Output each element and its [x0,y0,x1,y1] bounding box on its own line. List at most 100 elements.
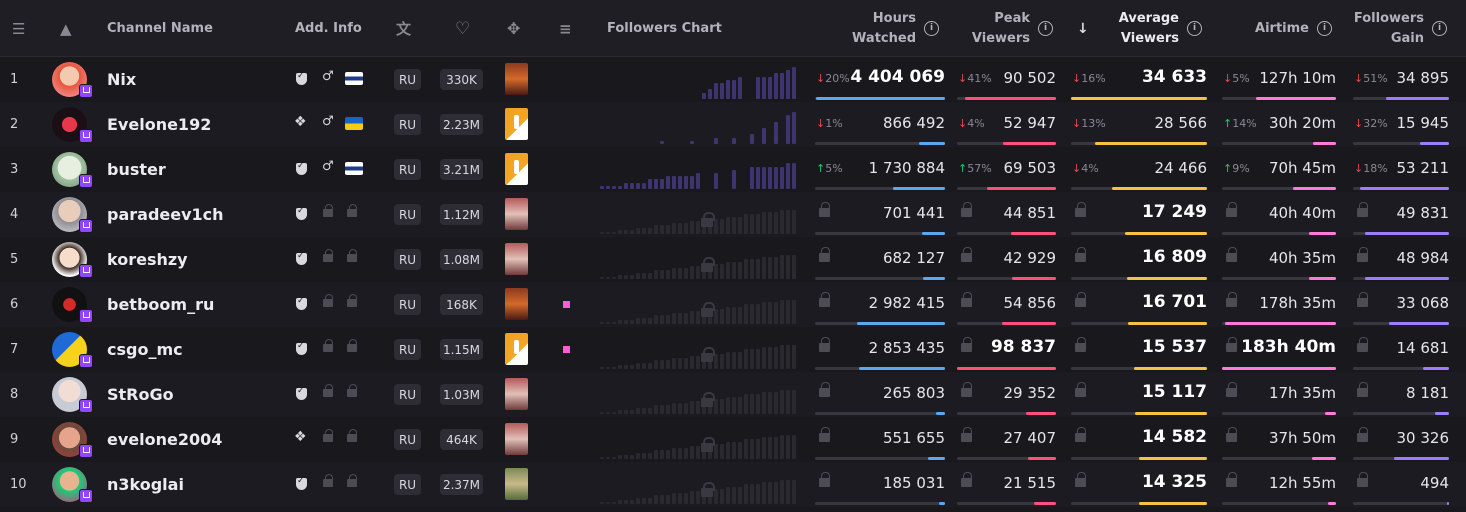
metric-avg-fill [1095,142,1207,145]
game-thumbnail[interactable] [505,243,528,275]
header-followers-gain[interactable]: Followers Gain i [1345,0,1447,57]
chart-bar [714,173,718,189]
info-icon[interactable]: i [1187,21,1202,36]
verified-shield-icon [296,296,307,310]
table-row[interactable]: 10 n3koglai RU 2.37M 185 031 21 515 14 325 12h … [0,462,1466,507]
game-thumbnail[interactable] [505,423,528,455]
metric-lock-icon [1357,202,1368,217]
chart-bar [666,405,670,414]
heart-icon[interactable]: ♡ [455,18,471,39]
followers-badge: 2.23M [440,114,483,135]
chart-bar [774,392,778,414]
channel-name-link[interactable]: csgo_mc [107,340,183,359]
chart-bar [600,277,604,279]
table-row[interactable]: 4 paradeev1ch RU 1.12M 701 441 44 851 17 249 40… [0,192,1466,237]
metric-avg-fill [1126,277,1207,280]
info-icon[interactable]: i [1317,21,1332,36]
metric-air-fill [1292,187,1336,190]
metric-avg-bar [1071,277,1207,280]
metric-lock-icon [1075,472,1086,487]
chart-bar [768,212,772,234]
header-gain-line1: Followers [1353,10,1424,26]
game-thumbnail[interactable] [505,153,528,185]
metric-hours-value: 701 441 [882,204,945,222]
chart-bar [690,356,694,369]
channel-name-link[interactable]: buster [107,160,166,179]
header-airtime[interactable]: Airtime i [1225,0,1332,57]
game-thumbnail[interactable] [505,288,528,320]
header-average-viewers[interactable]: Average Viewers i [1100,0,1202,57]
followers-chart[interactable] [600,237,805,282]
chart-bar [600,232,604,234]
language-icon[interactable]: 文 [396,20,412,38]
table-row[interactable]: 6 betboom_ru RU 168K 2 982 415 54 856 16 701 17… [0,282,1466,327]
channel-name-link[interactable]: betboom_ru [107,295,215,314]
header-add-info[interactable]: Add. Info [295,0,362,57]
chart-bar [618,274,622,279]
table-row[interactable]: 8 StRoGo RU 1.03M 265 803 29 352 15 117 17h 35m… [0,372,1466,417]
chart-bar [684,223,688,234]
header-channel-name[interactable]: Channel Name [107,0,213,57]
followers-chart[interactable] [600,417,805,462]
table-row[interactable]: 9 evelone2004 ❖ RU 464K 551 655 27 407 14 582 37… [0,417,1466,462]
change-percent-value: 20% [825,72,850,85]
chart-bar [774,166,778,189]
followers-chart[interactable] [600,147,805,192]
sort-lines-icon[interactable]: ≡ [559,19,572,38]
language-badge: RU [394,114,421,135]
chart-bar [774,482,778,504]
list-icon[interactable]: ☰ [12,19,26,38]
game-thumbnail[interactable] [505,198,528,230]
game-thumbnail[interactable] [505,378,528,410]
game-thumbnail[interactable] [505,333,528,365]
table-row[interactable]: 5 koreshzy RU 1.08M 682 127 42 929 16 809 40h 3… [0,237,1466,282]
channel-name-link[interactable]: koreshzy [107,250,188,269]
chart-bar [726,441,730,459]
language-badge: RU [394,384,421,405]
gamepad-icon[interactable]: ✥ [507,19,521,38]
channel-name-link[interactable]: paradeev1ch [107,205,224,224]
channel-name-link[interactable]: StRoGo [107,385,174,404]
followers-chart[interactable] [600,282,805,327]
followers-chart[interactable] [600,372,805,417]
finland-flag-icon [345,72,363,85]
metric-gain-fill [1364,232,1449,235]
chart-bar [768,76,772,99]
info-icon[interactable]: i [924,21,939,36]
info-icon[interactable]: i [1038,21,1053,36]
followers-chart[interactable] [600,327,805,372]
game-thumbnail[interactable] [505,468,528,500]
followers-chart[interactable] [600,57,805,102]
sort-desc-arrow-icon[interactable]: ↓ [1077,0,1089,57]
chart-bar [630,182,634,189]
chart-bar [714,137,718,144]
chart-bar [750,214,754,234]
header-peak-viewers[interactable]: Peak Viewers i [955,0,1053,57]
followers-chart[interactable] [600,102,805,147]
table-row[interactable]: 7 csgo_mc RU 1.15M 2 853 435 98 837 15 537 183h… [0,327,1466,372]
header-hours-watched[interactable]: Hours Watched i [815,0,939,57]
chart-bar [762,76,766,99]
metric-lock-icon [1226,427,1237,442]
rank-number: 3 [10,162,19,177]
chart-bar [648,407,652,414]
channel-name-link[interactable]: Nix [107,70,137,89]
channel-name-link[interactable]: Evelone192 [107,115,212,134]
header-channel-name-label: Channel Name [107,21,213,36]
game-thumbnail[interactable] [505,108,528,140]
chart-bar [792,300,796,324]
header-followers-chart[interactable]: Followers Chart [607,0,722,57]
followers-chart[interactable] [600,462,805,507]
info-icon[interactable]: i [1432,21,1447,36]
metric-avg-value: 24 466 [1154,159,1208,177]
channel-name-link[interactable]: n3koglai [107,475,184,494]
chart-bar [648,452,652,459]
platform-icon[interactable]: ▲ [60,19,72,38]
language-badge: RU [394,429,421,450]
table-row[interactable]: 2 Evelone192 ❖ ♂ RU 2.23M ↓1% 866 492 ↓4% 52 947 ↓… [0,102,1466,147]
game-thumbnail[interactable] [505,63,528,95]
channel-name-link[interactable]: evelone2004 [107,430,223,449]
followers-chart[interactable] [600,192,805,237]
